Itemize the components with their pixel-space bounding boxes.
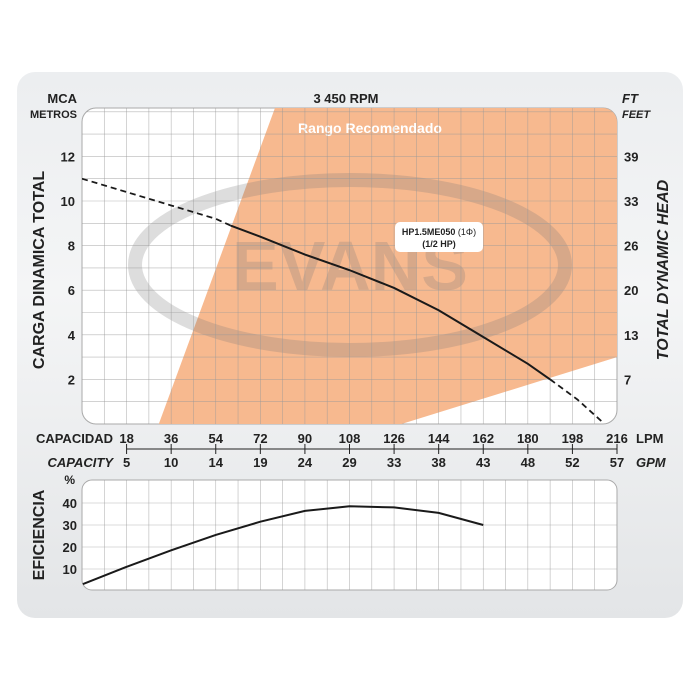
watermark-ellipse (128, 173, 572, 357)
x-tick-label: 216 (606, 431, 628, 446)
y2-unit: FT (622, 91, 639, 106)
head-curve-dashed-end (549, 378, 603, 423)
efficiency-unit: % (64, 473, 75, 487)
x-tick-label: 144 (428, 431, 450, 446)
y2-tick-label: 26 (624, 239, 638, 254)
y2-axis-label: TOTAL DYNAMIC HEAD (655, 179, 672, 360)
x-unit: LPM (636, 431, 663, 446)
x2-unit: GPM (636, 455, 667, 470)
head-curve (230, 224, 551, 381)
efficiency-curve (82, 505, 484, 586)
series-name: HP1.5ME050 (402, 227, 456, 237)
x-tick-label: 54 (209, 431, 224, 446)
x-axis-label: CAPACIDAD (36, 431, 113, 446)
y2-tick-label: 39 (624, 149, 638, 164)
x2-tick-label: 24 (298, 455, 313, 470)
chart-title: 3 450 RPM (313, 91, 378, 106)
x-tick-label: 36 (164, 431, 178, 446)
x-tick-label: 90 (298, 431, 312, 446)
x2-tick-label: 43 (476, 455, 490, 470)
y-tick-label: 4 (68, 328, 76, 343)
efficiency-tick-label: 20 (63, 540, 77, 555)
efficiency-tick-label: 40 (63, 496, 77, 511)
y2-tick-label: 13 (624, 328, 638, 343)
y-tick-label: 10 (61, 194, 75, 209)
x-tick-label: 126 (383, 431, 405, 446)
y-tick-label: 6 (68, 283, 75, 298)
x2-axis-label: CAPACITY (48, 455, 115, 470)
y-tick-label: 12 (61, 149, 75, 164)
x2-tick-label: 48 (521, 455, 535, 470)
y-axis-label: CARGA DINAMICA TOTAL (31, 171, 48, 369)
y-unit: MCA (47, 91, 77, 106)
y-tick-label: 8 (68, 239, 75, 254)
x2-tick-label: 33 (387, 455, 401, 470)
x-tick-label: 180 (517, 431, 539, 446)
recommended-range-label: Rango Recomendado (298, 120, 442, 136)
x2-tick-label: 57 (610, 455, 624, 470)
x-tick-label: 108 (339, 431, 361, 446)
y-unit-sub: METROS (30, 109, 77, 121)
x-tick-label: 72 (253, 431, 267, 446)
svg-text:HP1.5ME050 (1Φ): HP1.5ME050 (1Φ) (402, 227, 476, 237)
y2-tick-label: 33 (624, 194, 638, 209)
efficiency-axis-label: EFICIENCIA (31, 489, 48, 580)
y-tick-label: 2 (68, 372, 75, 387)
x2-tick-label: 38 (431, 455, 445, 470)
x2-tick-label: 52 (565, 455, 579, 470)
series-power: (1/2 HP) (422, 239, 456, 249)
y2-tick-label: 20 (624, 283, 638, 298)
efficiency-tick-label: 10 (63, 562, 77, 577)
x2-tick-label: 19 (253, 455, 267, 470)
y2-unit-sub: FEET (622, 109, 651, 121)
series-label-box: HP1.5ME050 (1Φ) (1/2 HP) (395, 222, 483, 252)
x-tick-label: 162 (472, 431, 494, 446)
x2-tick-label: 29 (342, 455, 356, 470)
series-phase: (1Φ) (458, 227, 476, 237)
y2-tick-label: 7 (624, 372, 631, 387)
x2-tick-label: 10 (164, 455, 178, 470)
head-curve-dashed-start (82, 177, 231, 227)
x-tick-label: 18 (119, 431, 133, 446)
efficiency-tick-label: 30 (63, 518, 77, 533)
recommended-range-area (158, 108, 617, 424)
x-tick-label: 198 (562, 431, 584, 446)
x2-tick-label: 14 (209, 455, 224, 470)
x2-tick-label: 5 (123, 455, 130, 470)
